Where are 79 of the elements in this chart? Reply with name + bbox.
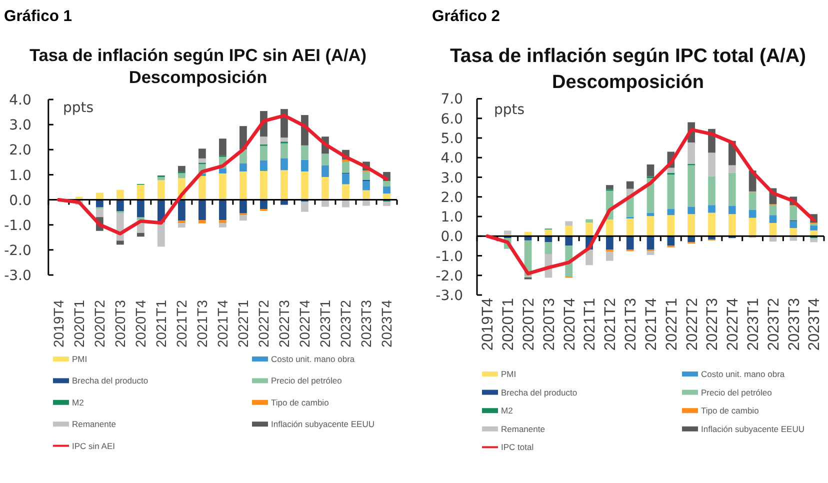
y-tick-label: 0.0 — [440, 229, 463, 246]
x-tick-label: 2022T1 — [235, 300, 252, 348]
legend-label: M2 — [501, 406, 514, 416]
x-tick-label: 2020T2 — [520, 298, 538, 351]
y-tick-label: 3.0 — [9, 118, 32, 134]
legend-label: M2 — [72, 397, 84, 408]
x-tick-label: 2022T4 — [296, 300, 313, 348]
x-tick-label: 2022T3 — [276, 300, 292, 348]
x-tick-label: 2021T4 — [642, 298, 660, 351]
legend-label: Costo unit. mano obra — [271, 354, 355, 364]
y-tick-label: -1.0 — [4, 218, 32, 234]
y-tick-label: 7.0 — [440, 92, 463, 108]
x-tick-label: 2023T1 — [317, 300, 334, 348]
y-tick-label: 1.0 — [9, 168, 32, 184]
y-tick-label: -1.0 — [436, 248, 463, 265]
legend-label: PMI — [501, 368, 516, 379]
x-tick-label: 2020T2 — [92, 300, 108, 348]
y-tick-label: -3.0 — [436, 288, 463, 304]
x-tick-label: 2023T2 — [765, 298, 782, 351]
x-tick-label: 2021T2 — [602, 298, 620, 351]
x-tick-label: 2023T1 — [744, 298, 762, 351]
legend-label: IPC sin AEI — [72, 440, 115, 451]
legend-label: Tipo de cambio — [701, 406, 760, 416]
x-tick-label: 2022T2 — [256, 300, 272, 348]
legend-label: IPC total — [501, 442, 534, 452]
x-tick-label: 2021T3 — [194, 300, 210, 348]
y-tick-label: 5.0 — [440, 131, 463, 147]
chart-title: Tasa de inflación según IPC total (A/A) — [450, 45, 806, 67]
x-tick-label: 2021T4 — [214, 300, 231, 348]
x-tick-label: 2020T3 — [112, 300, 128, 348]
x-tick-label: 2022T4 — [724, 298, 742, 351]
legend-label: Precio del petróleo — [701, 387, 772, 398]
x-tick-label: 2022T1 — [663, 298, 680, 351]
y-tick-label: -3.0 — [4, 268, 32, 284]
y-tick-label: 3.0 — [440, 170, 463, 186]
x-tick-label: 2020T4 — [561, 298, 578, 351]
legend-label: Precio del petróleo — [271, 376, 342, 386]
y-tick-label: 2.0 — [440, 190, 463, 206]
x-tick-label: 2023T4 — [806, 298, 824, 351]
x-tick-label: 2019T4 — [50, 300, 67, 348]
x-tick-label: 2023T3 — [786, 298, 803, 351]
x-tick-label: 2022T2 — [684, 298, 701, 351]
x-tick-label: 2023T3 — [358, 300, 374, 348]
x-tick-label: 2023T2 — [338, 300, 354, 348]
y-axis-title: ppts — [63, 100, 94, 116]
legend-label: Remanente — [501, 424, 546, 434]
y-tick-label: -2.0 — [4, 242, 32, 259]
text: Gráfico 2 — [432, 8, 500, 25]
legend-label: Brecha del producto — [501, 387, 578, 398]
x-tick-label: 2020T1 — [500, 298, 518, 351]
text: Gráfico 1 — [4, 8, 72, 25]
y-tick-label: 6.0 — [440, 111, 463, 128]
y-tick-label: 4.0 — [9, 92, 32, 109]
chart-subtitle: Descomposición — [552, 72, 704, 93]
y-tick-label: 4.0 — [440, 150, 463, 167]
x-tick-label: 2021T1 — [153, 300, 170, 348]
y-axis-title: ppts — [494, 102, 525, 118]
x-tick-label: 2021T2 — [174, 300, 190, 348]
x-tick-label: 2020T3 — [540, 298, 558, 351]
legend-label: Costo unit. mano obra — [701, 368, 785, 379]
chart-subtitle: Descomposición — [128, 67, 268, 87]
x-tick-label: 2023T4 — [378, 300, 395, 348]
x-tick-label: 2021T1 — [582, 298, 599, 351]
legend-label: Brecha del producto — [72, 376, 148, 386]
x-tick-label: 2020T1 — [71, 300, 88, 348]
x-tick-label: 2020T4 — [132, 300, 149, 348]
y-tick-label: 0.0 — [9, 192, 32, 209]
legend-label: Remanente — [72, 419, 116, 430]
x-tick-label: 2022T3 — [704, 298, 722, 351]
y-tick-label: -2.0 — [436, 268, 463, 284]
x-tick-label: 2019T4 — [480, 298, 497, 351]
chart-title: Tasa de inflación según IPC sin AEI (A/A) — [29, 45, 367, 65]
x-tick-label: 2021T3 — [622, 298, 640, 351]
legend-label: Tipo de cambio — [271, 397, 330, 408]
legend-label: Inflación subyacente EEUU — [701, 424, 804, 434]
y-tick-label: 2.0 — [9, 142, 32, 159]
y-tick-label: 1.0 — [440, 210, 463, 226]
legend-label: PMI — [72, 354, 88, 364]
legend-label: Inflación subyacente EEUU — [271, 419, 374, 430]
